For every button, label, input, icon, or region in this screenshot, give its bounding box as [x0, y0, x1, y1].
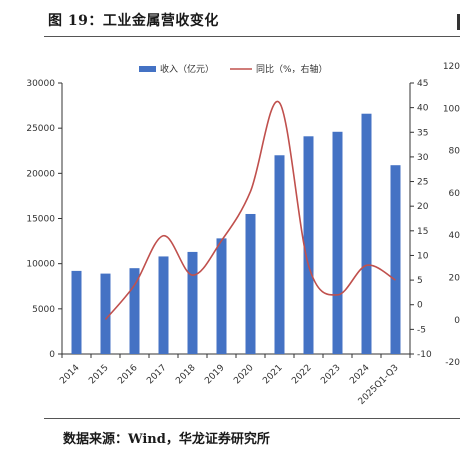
- x-axis-tick-label: 2020: [232, 363, 255, 386]
- x-axis-tick-label: 2018: [174, 363, 197, 386]
- x-axis-tick-label: 2017: [145, 363, 168, 386]
- right-axis-tick-label: 20: [417, 202, 429, 212]
- legend-bar-swatch: [139, 66, 156, 72]
- right-axis-tick-label: 15: [417, 227, 428, 237]
- neighbor-axis-tick-label: 40: [449, 231, 460, 241]
- source-note: 数据来源：Wind，华龙证券研究所: [63, 432, 270, 447]
- x-axis-tick-label: 2014: [58, 363, 81, 386]
- right-axis-tick-label: 0: [417, 301, 423, 311]
- legend-bar-label: 收入（亿元）: [160, 63, 214, 75]
- top-rule: [44, 36, 460, 37]
- neighbor-axis-tick-label: 100: [443, 104, 460, 114]
- x-axis-tick-label: 2016: [116, 363, 139, 386]
- x-axis-tick-label: 2021: [261, 363, 284, 386]
- yoy-growth-line: [104, 100, 396, 321]
- legend-line-label: 同比（%，右轴）: [256, 63, 328, 75]
- neighbor-axis-tick-label: 20: [449, 274, 460, 284]
- left-axis-tick-label: 25000: [26, 124, 55, 134]
- right-axis-tick-label: -10: [417, 350, 432, 360]
- revenue-bar: [71, 270, 82, 354]
- revenue-bar: [274, 155, 285, 354]
- adjacent-figure-edge: [457, 14, 460, 30]
- right-axis-tick-label: 30: [417, 153, 429, 163]
- bottom-rule: [44, 418, 460, 419]
- left-axis-tick-label: 10000: [26, 260, 55, 270]
- left-axis-tick-label: 15000: [26, 215, 55, 225]
- right-axis-tick-label: -5: [417, 325, 426, 335]
- figure-title: 图 19：工业金属营收变化: [48, 13, 219, 29]
- x-axis-tick-label: 2019: [203, 363, 226, 386]
- right-axis-tick-label: 45: [417, 79, 428, 89]
- neighbor-axis-tick-label: 80: [449, 147, 460, 157]
- neighbor-axis-tick-label: 60: [449, 189, 460, 199]
- revenue-bar: [158, 256, 169, 354]
- revenue-bar: [216, 238, 227, 354]
- neighbor-axis-tick-label: 120: [443, 62, 460, 72]
- x-axis-tick-label: 2024: [348, 363, 371, 386]
- revenue-bar: [303, 136, 314, 354]
- x-axis-tick-label: 2022: [290, 363, 313, 386]
- neighbor-axis-tick-label: 0: [454, 316, 460, 326]
- right-axis-tick-label: 35: [417, 128, 428, 138]
- revenue-bar: [245, 213, 256, 354]
- revenue-bar: [187, 251, 198, 354]
- x-axis-tick-label: 2015: [87, 363, 110, 386]
- right-axis-tick-label: 25: [417, 178, 428, 188]
- x-axis-tick-label: 2023: [319, 363, 342, 386]
- right-axis-tick-label: 40: [417, 104, 429, 114]
- revenue-bar: [100, 273, 111, 354]
- revenue-bar: [390, 165, 401, 354]
- revenue-bar: [332, 131, 343, 354]
- neighbor-axis-tick-label: -20: [445, 358, 460, 368]
- left-axis-tick-label: 30000: [26, 79, 55, 89]
- left-axis-tick-label: 0: [49, 350, 55, 360]
- revenue-bar: [361, 113, 372, 354]
- right-axis-tick-label: 10: [417, 251, 429, 261]
- left-axis-tick-label: 20000: [26, 169, 55, 179]
- left-axis-tick-label: 5000: [32, 305, 55, 315]
- revenue-bar: [129, 268, 140, 354]
- right-axis-tick-label: 5: [417, 276, 423, 286]
